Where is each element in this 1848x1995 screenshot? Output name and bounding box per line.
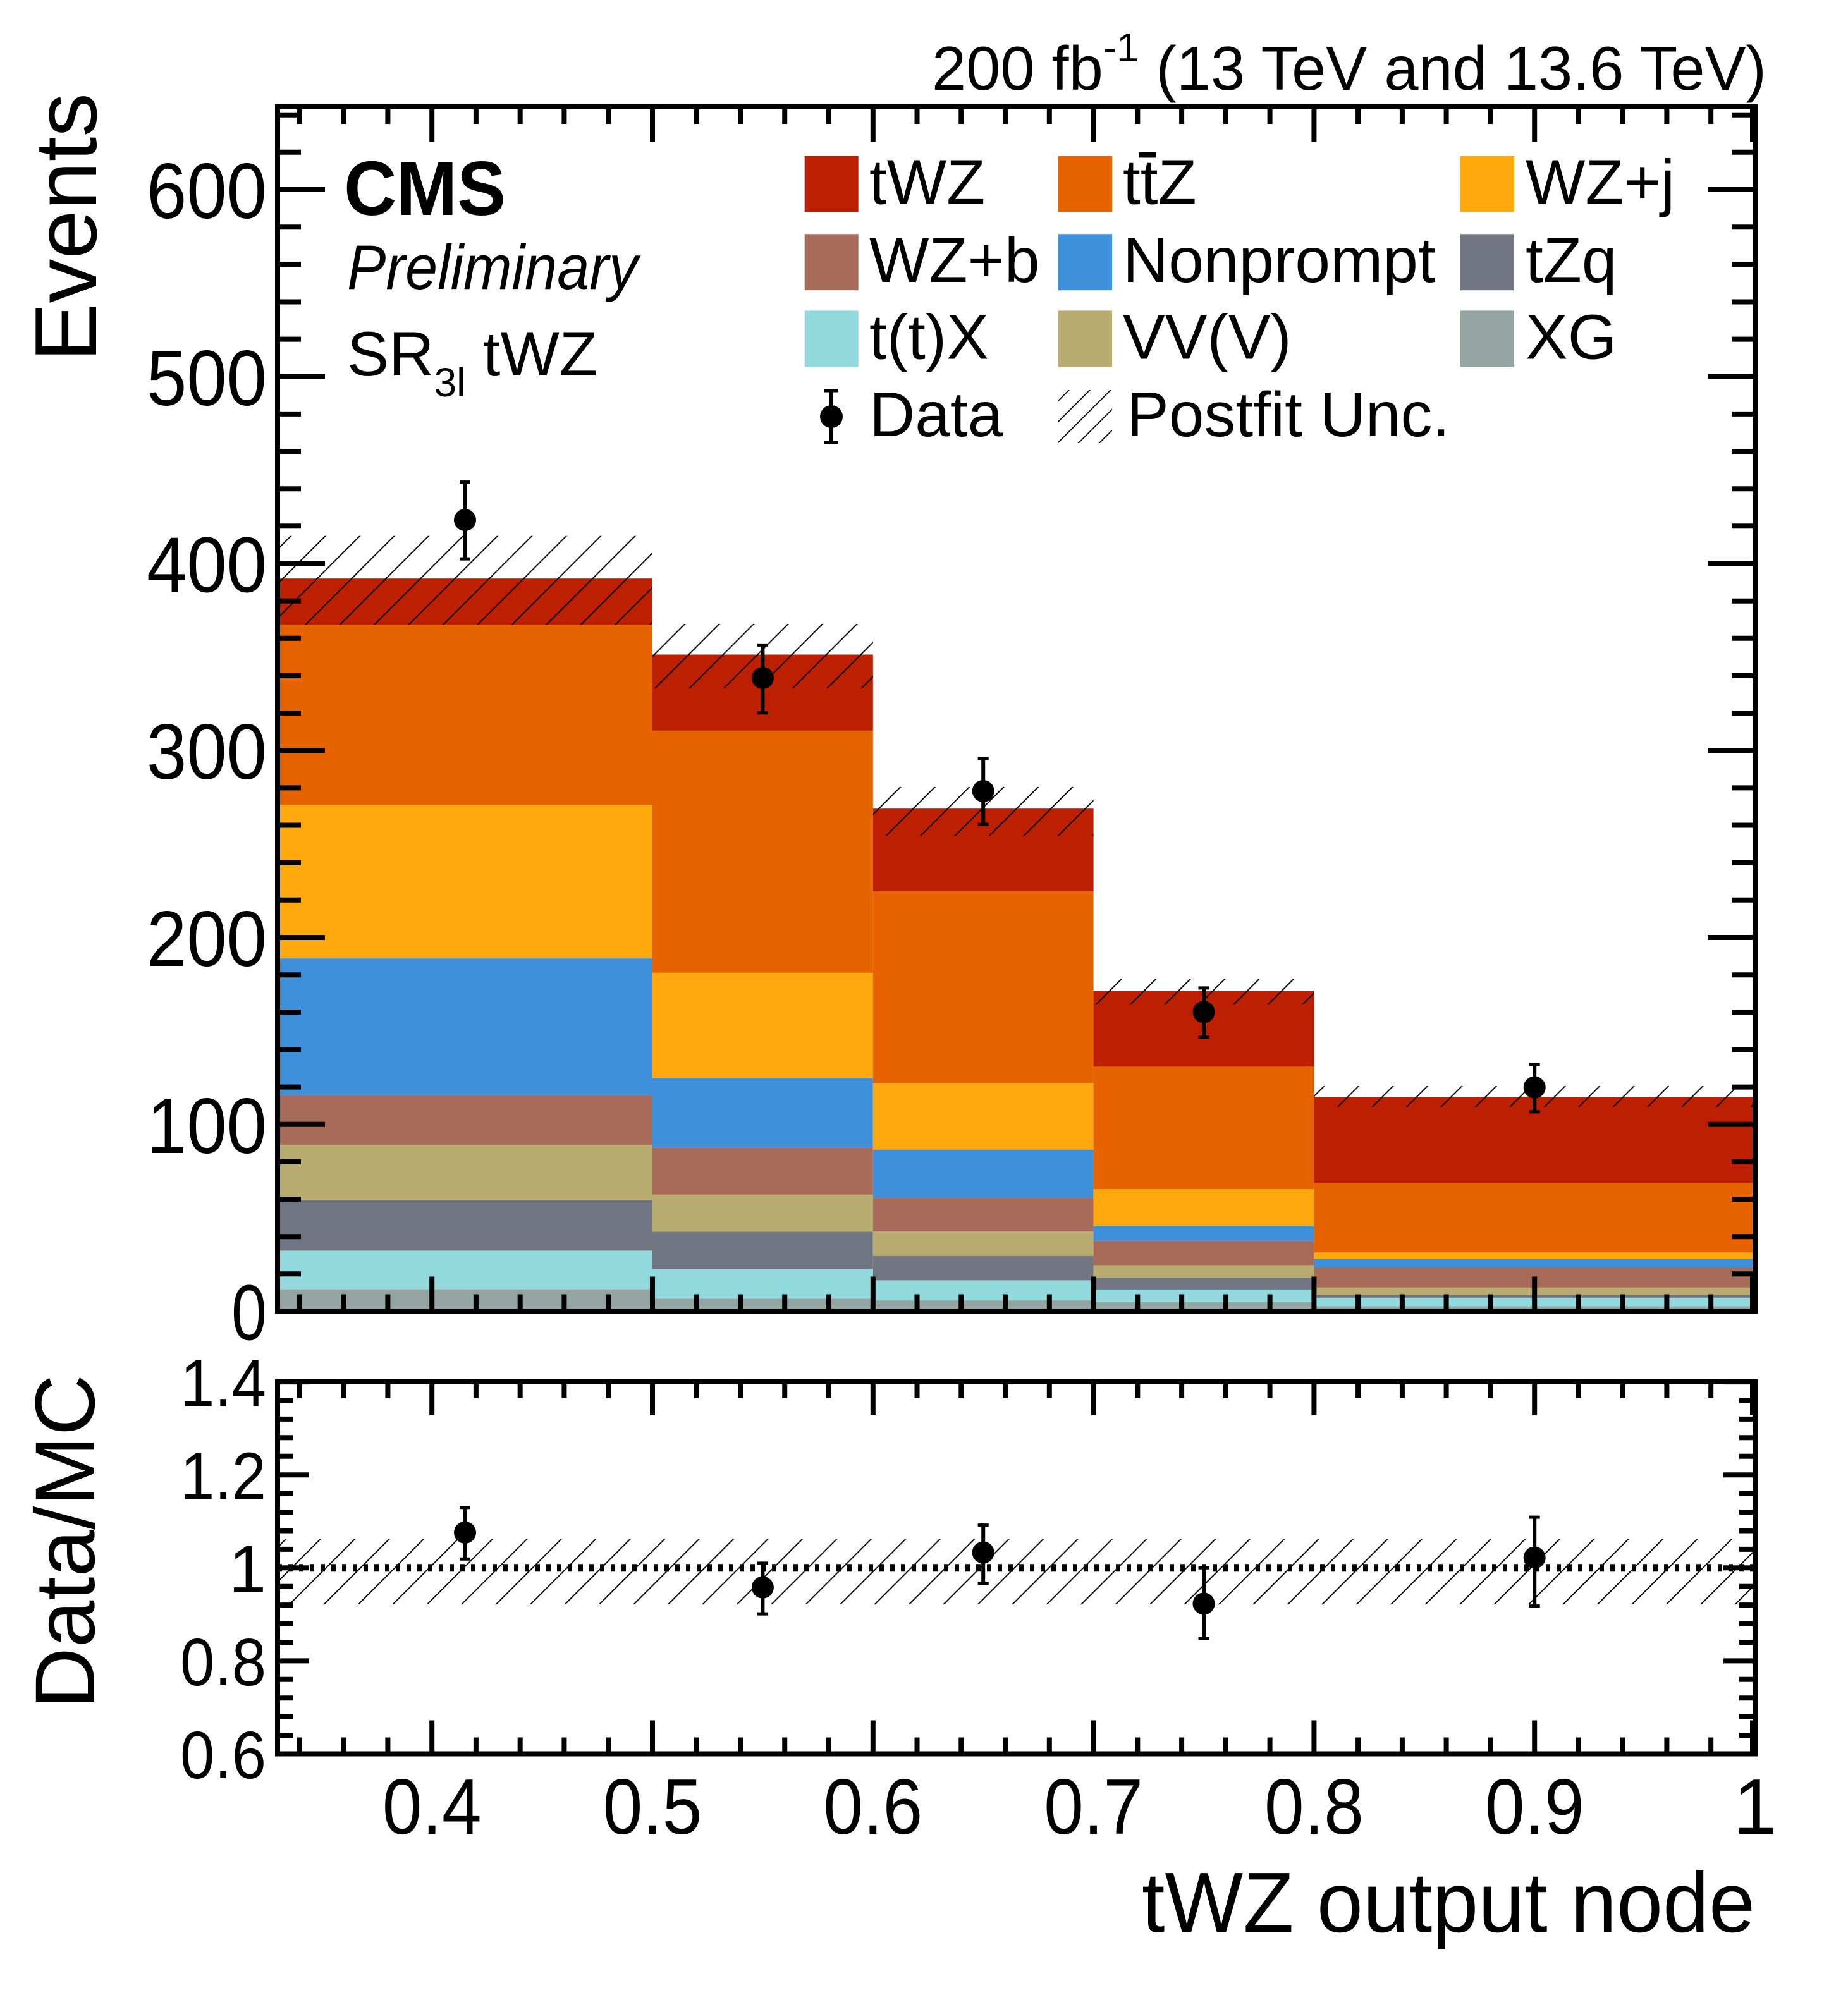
- svg-text:Nonprompt: Nonprompt: [1123, 225, 1436, 296]
- svg-text:0.8: 0.8: [1264, 1764, 1364, 1851]
- svg-text:Data: Data: [869, 379, 1003, 450]
- svg-text:0.7: 0.7: [1044, 1764, 1143, 1851]
- svg-text:500: 500: [147, 335, 267, 422]
- svg-text:0.8: 0.8: [180, 1625, 266, 1700]
- svg-text:tWZ output node: tWZ output node: [1142, 1855, 1755, 1950]
- svg-text:CMS: CMS: [344, 145, 506, 231]
- svg-text:400: 400: [147, 522, 267, 609]
- svg-text:1.2: 1.2: [180, 1439, 266, 1514]
- svg-text:600: 600: [147, 148, 267, 235]
- svg-text:Preliminary: Preliminary: [347, 232, 641, 302]
- svg-text:VV(V): VV(V): [1123, 302, 1292, 372]
- svg-text:200 fb-1 (13 TeV and 13.6 TeV): 200 fb-1 (13 TeV and 13.6 TeV): [932, 25, 1766, 103]
- svg-text:0.5: 0.5: [603, 1764, 702, 1851]
- svg-text:tWZ: tWZ: [869, 147, 985, 218]
- svg-text:WZ+j: WZ+j: [1526, 147, 1675, 218]
- svg-text:t(t)X: t(t)X: [869, 302, 989, 372]
- svg-text:tZq: tZq: [1526, 225, 1617, 296]
- svg-text:Data/MC: Data/MC: [18, 1374, 113, 1709]
- svg-text:0: 0: [231, 1270, 267, 1357]
- svg-text:1.4: 1.4: [180, 1346, 266, 1421]
- svg-text:Postfit Unc.: Postfit Unc.: [1127, 379, 1450, 450]
- svg-text:1: 1: [229, 1532, 266, 1607]
- svg-text:0.4: 0.4: [382, 1764, 482, 1851]
- svg-text:WZ+b: WZ+b: [869, 225, 1039, 296]
- svg-text:300: 300: [147, 709, 267, 796]
- svg-text:Events: Events: [17, 93, 115, 362]
- svg-text:0.6: 0.6: [823, 1764, 922, 1851]
- svg-text:XG: XG: [1526, 302, 1617, 372]
- svg-text:200: 200: [147, 896, 267, 983]
- svg-text:1: 1: [1734, 1764, 1777, 1851]
- svg-text:100: 100: [147, 1083, 267, 1170]
- svg-text:0.9: 0.9: [1485, 1764, 1584, 1851]
- svg-text:ttZ: ttZ: [1123, 147, 1197, 218]
- svg-text:0.6: 0.6: [180, 1718, 266, 1793]
